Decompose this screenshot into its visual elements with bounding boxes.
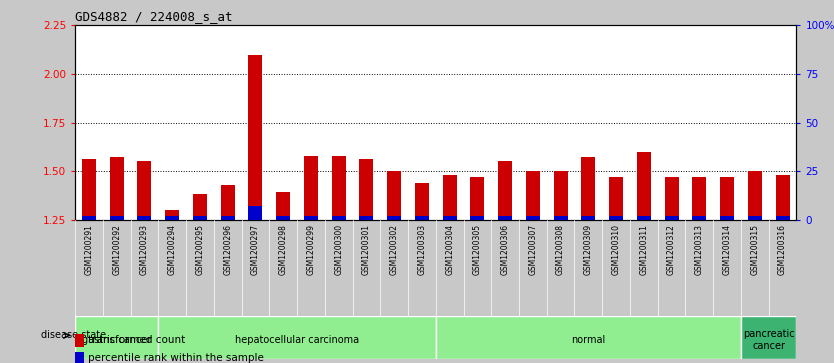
Bar (776, 216, 790, 220)
Bar (276, 192, 290, 220)
Bar (665, 216, 679, 220)
Bar (165, 210, 179, 220)
Text: hepatocellular carcinoma: hepatocellular carcinoma (235, 335, 359, 345)
Text: GSM1200310: GSM1200310 (611, 224, 620, 275)
Bar (165, 216, 179, 220)
Text: GSM1200309: GSM1200309 (584, 224, 593, 275)
Text: GSM1200294: GSM1200294 (168, 224, 177, 275)
Text: GSM1200302: GSM1200302 (389, 224, 399, 275)
Bar (304, 155, 318, 220)
Bar (443, 175, 456, 220)
Bar (82, 159, 96, 220)
Text: GSM1200300: GSM1200300 (334, 224, 343, 275)
Text: GSM1200315: GSM1200315 (751, 224, 759, 275)
Bar (692, 216, 706, 220)
Bar (387, 216, 401, 220)
Text: GSM1200314: GSM1200314 (722, 224, 731, 275)
Bar (470, 177, 485, 220)
Bar (721, 177, 734, 220)
Bar (276, 216, 290, 220)
Text: GSM1200301: GSM1200301 (362, 224, 371, 275)
Bar (721, 216, 734, 220)
Bar (110, 216, 123, 220)
Bar (581, 158, 595, 220)
Bar (526, 216, 540, 220)
Text: GSM1200295: GSM1200295 (195, 224, 204, 275)
Text: GSM1200296: GSM1200296 (224, 224, 232, 275)
Bar (75, 334, 84, 347)
Text: GDS4882 / 224008_s_at: GDS4882 / 224008_s_at (75, 10, 233, 23)
Text: GSM1200313: GSM1200313 (695, 224, 704, 275)
Bar (249, 206, 263, 220)
Bar (443, 216, 456, 220)
Bar (609, 177, 623, 220)
Bar (776, 175, 790, 220)
Bar (665, 177, 679, 220)
Bar (415, 183, 429, 220)
Text: GSM1200316: GSM1200316 (778, 224, 787, 275)
Text: pancreatic
cancer: pancreatic cancer (743, 329, 795, 351)
Bar (221, 185, 234, 220)
Bar (741, 316, 796, 359)
Bar (526, 171, 540, 220)
Bar (249, 54, 263, 220)
Text: GSM1200311: GSM1200311 (640, 224, 648, 275)
Bar (75, 316, 158, 359)
Text: gastric cancer: gastric cancer (82, 335, 151, 345)
Text: percentile rank within the sample: percentile rank within the sample (88, 353, 264, 363)
Bar (75, 352, 84, 363)
Text: GSM1200293: GSM1200293 (140, 224, 149, 275)
Bar (415, 216, 429, 220)
Bar (158, 316, 435, 359)
Text: GSM1200308: GSM1200308 (556, 224, 565, 275)
Bar (110, 158, 123, 220)
Bar (193, 194, 207, 220)
Text: disease state: disease state (41, 330, 107, 340)
Text: GSM1200304: GSM1200304 (445, 224, 455, 275)
Bar (637, 152, 651, 220)
Bar (387, 171, 401, 220)
Bar (332, 216, 345, 220)
Bar (221, 216, 234, 220)
Bar (748, 171, 761, 220)
Text: GSM1200305: GSM1200305 (473, 224, 482, 275)
Bar (82, 216, 96, 220)
Bar (332, 155, 345, 220)
Text: GSM1200307: GSM1200307 (529, 224, 537, 275)
Bar (359, 216, 374, 220)
Bar (193, 216, 207, 220)
Text: GSM1200292: GSM1200292 (113, 224, 121, 275)
Bar (692, 177, 706, 220)
Bar (138, 161, 151, 220)
Bar (637, 216, 651, 220)
Bar (359, 159, 374, 220)
Bar (498, 216, 512, 220)
Text: GSM1200298: GSM1200298 (279, 224, 288, 275)
Bar (470, 216, 485, 220)
Text: GSM1200297: GSM1200297 (251, 224, 260, 275)
Text: normal: normal (571, 335, 605, 345)
Bar (554, 171, 568, 220)
Text: GSM1200291: GSM1200291 (84, 224, 93, 275)
Bar (554, 216, 568, 220)
Bar (748, 216, 761, 220)
Text: GSM1200306: GSM1200306 (500, 224, 510, 275)
Text: GSM1200299: GSM1200299 (306, 224, 315, 275)
Bar (498, 161, 512, 220)
Bar (435, 316, 741, 359)
Text: GSM1200303: GSM1200303 (417, 224, 426, 275)
Text: transformed count: transformed count (88, 335, 185, 345)
Bar (609, 216, 623, 220)
Bar (304, 216, 318, 220)
Bar (138, 216, 151, 220)
Bar (581, 216, 595, 220)
Text: GSM1200312: GSM1200312 (667, 224, 676, 275)
